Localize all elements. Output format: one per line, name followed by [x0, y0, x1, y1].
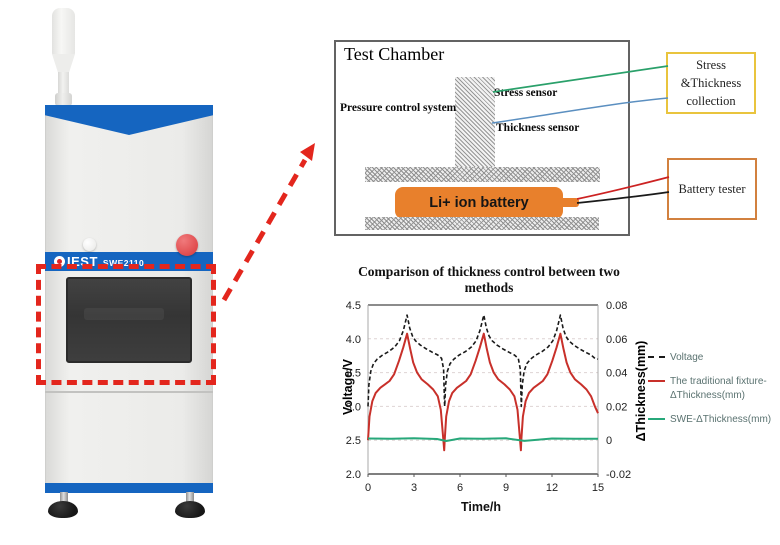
x-tick-label: 15	[592, 482, 604, 494]
chart-legend: Voltage The traditional fixture- ΔThicknes…	[648, 351, 773, 436]
thickness-comparison-chart: 0 3 6 9 12 15 2.0 2.5 3.0 3.5 4.0 4.5 -0.02 0 0.02 0.04…	[346, 300, 631, 494]
upper-plate-hatch	[365, 167, 600, 182]
legend-label: Voltage	[670, 352, 704, 363]
x-tick-label: 3	[411, 482, 417, 494]
foot-stem-left	[60, 492, 68, 504]
x-tick-label: 9	[503, 482, 509, 494]
brand-logo-icon	[54, 256, 65, 267]
battery-tester-label: Battery tester	[678, 181, 746, 196]
left-tick-label: 2.0	[346, 469, 361, 481]
chart-title: Comparison of thickness control between …	[358, 264, 620, 295]
right-tick-label: -0.02	[606, 469, 631, 481]
pressure-control-label: Pressure control system	[340, 102, 457, 114]
series-voltage	[367, 314, 599, 408]
foot-pad-left	[48, 501, 78, 518]
machine-bottom-band	[45, 483, 213, 493]
foot-stem-right	[186, 492, 194, 504]
x-axis-label: Time/h	[460, 500, 502, 514]
model-number: SWE2110	[102, 257, 145, 268]
thickness-sensor-label: Thickness sensor	[496, 122, 580, 134]
legend-item: The traditional fixture- ΔThickness(mm)	[648, 375, 773, 404]
stress-sensor-label: Stress sensor	[494, 87, 558, 99]
battery-tester-box: Battery tester	[667, 158, 757, 220]
right-tick-label: 0.08	[606, 300, 627, 312]
machine-press-rod-collar	[55, 93, 72, 106]
lower-plate-hatch	[365, 217, 599, 230]
machine-press-rod	[52, 8, 75, 56]
legend-label: ΔThickness(mm)	[670, 390, 746, 401]
legend-item: SWE-ΔThickness(mm)	[648, 413, 773, 428]
right-tick-label: 0.02	[606, 401, 627, 413]
foot-pad-right	[175, 501, 205, 518]
test-chamber-title: Test Chamber	[344, 44, 445, 64]
machine-press-rod-stem	[58, 72, 69, 95]
series-swe-thickness-mm-	[367, 437, 599, 442]
x-tick-label: 6	[457, 482, 463, 494]
legend-item: Voltage	[648, 351, 773, 366]
right-tick-label: 0	[606, 435, 612, 447]
right-tick-label: 0.06	[606, 334, 627, 346]
zoom-callout-arrow	[221, 158, 308, 302]
arrowhead	[300, 143, 315, 161]
collection-box-line: Stress	[696, 57, 726, 72]
left-tick-label: 3.5	[346, 368, 361, 380]
highlight-dashed-rectangle	[36, 264, 216, 385]
right-tick-label: 0.04	[606, 368, 627, 380]
press-column-hatch	[455, 77, 495, 169]
li-ion-battery: Li+ ion battery	[395, 187, 563, 219]
left-tick-label: 4.5	[346, 300, 361, 312]
legend-swatch	[648, 379, 665, 382]
test-chamber-box: Test Chamber Li+ ion battery Pressure co…	[334, 40, 630, 236]
left-tick-label: 4.0	[346, 334, 361, 346]
left-tick-label: 2.5	[346, 435, 361, 447]
cabinet-seam	[45, 391, 213, 393]
left-tick-label: 3.0	[346, 401, 361, 413]
legend-swatch	[648, 417, 665, 420]
stress-thickness-collection-box: Stress &Thickness collection	[666, 52, 756, 114]
legend-swatch	[648, 356, 665, 359]
series-the-traditional-fixture-thickness-mm-	[367, 332, 599, 452]
machine-power-button[interactable]	[83, 238, 96, 251]
collection-box-line: &Thickness	[680, 75, 742, 90]
x-tick-label: 0	[365, 482, 371, 494]
legend-label: SWE-ΔThickness(mm)	[670, 413, 772, 425]
machine-viewing-window	[66, 277, 192, 363]
battery-terminal-tab	[563, 198, 579, 207]
machine-emergency-stop-button[interactable]	[176, 234, 198, 256]
legend-label: The traditional fixture-	[670, 375, 767, 387]
machine-press-rod-taper	[52, 54, 75, 74]
x-tick-label: 12	[546, 482, 558, 494]
window-glare	[84, 308, 164, 320]
collection-box-line: collection	[686, 94, 736, 109]
